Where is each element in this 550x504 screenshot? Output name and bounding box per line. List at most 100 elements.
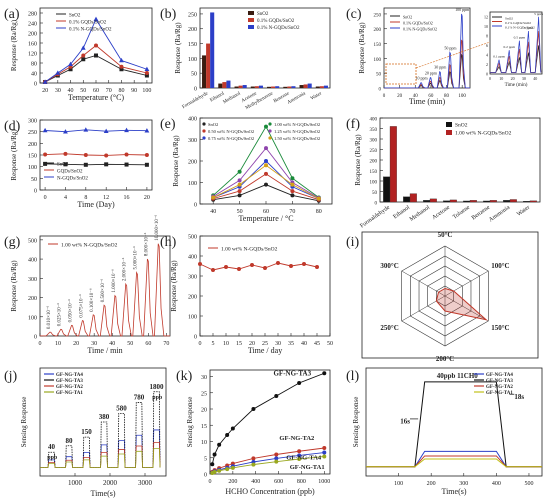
x-tick-label: 200 [427,481,436,487]
data-point [322,446,327,450]
concentration-label: 580 [116,404,127,412]
x-tick-label: 80 [316,209,322,215]
y-tick-label: 240 [28,22,37,28]
legend-swatch [446,122,452,127]
legend-swatch [202,122,206,126]
series-label: GF-NG-TA1 [290,464,325,471]
category-label: Water [516,205,531,218]
data-point [264,182,268,187]
x-tick-label: 20 [73,341,79,347]
radar-axis-label: 50°C [438,231,453,239]
legend-label: SnO2 [403,15,412,20]
x-tick-label: 30 [55,88,61,94]
bar [234,86,239,88]
y-tick-label: 300 [28,277,37,283]
y-tick-label: 280 [28,12,37,18]
data-point [68,61,73,67]
y-tick-label: 50 [31,177,37,183]
data-point [237,193,242,198]
legend-swatch [268,129,272,133]
x-tick-label: 15 [236,341,242,347]
data-point [297,381,302,385]
category-label: Methanol [223,91,243,105]
panel-a: (a) 20 30 40 50 60 70 80 90 100 0 40 80 120 160 200 240 2… [4,7,153,102]
series-trace [366,455,542,468]
data-point [251,462,256,467]
bar [218,83,223,88]
recovery-time-label: 18s [514,393,524,401]
y-tick-label: 40 [31,72,37,78]
panel-label: (k) [176,369,193,384]
inset-y-tick-label: 12 [484,14,488,19]
data-point [264,124,268,129]
x-tick-label: 16 [124,195,130,201]
bar [523,201,531,203]
y-axis-label: Response (Ra/Rg) [354,134,362,186]
concentration-label: 1.000×10⁻⁶ [111,269,117,293]
y-tick-label: 500 [188,235,197,241]
data-point [212,452,217,457]
panel-label: (a) [4,7,20,22]
bar [254,86,259,88]
data-point [104,162,109,167]
data-point [290,193,295,198]
legend-label: GQDs/SnO2 [57,170,83,175]
inset-x-tick-label: 40 [533,76,537,81]
radar-spoke [401,295,446,322]
series-line [45,153,147,156]
y-axis-label: Response (Ra/Rg) [10,19,18,71]
bar [303,84,308,88]
y-tick-label: 500 [28,238,37,244]
x-tick-label: 50 [80,88,86,94]
legend-label: 1.00 wt% N-GQDs/SnO2 [274,122,320,127]
inset-x-tick-label: 20 [511,76,515,81]
y-tick-label: 10 [201,440,207,446]
x-tick-label: 40 [68,88,74,94]
panel-label: (b) [160,7,177,22]
legend-swatch [248,11,254,15]
concentration-label: 0.025×10⁻⁶ [57,303,63,327]
y-tick-label: 100 [188,57,197,63]
legend-swatch [268,122,272,126]
x-tick-label: 100 [142,88,151,94]
data-point [83,162,88,167]
series-line [45,163,147,166]
x-tick-label: 50 [127,341,133,347]
data-point [297,449,302,454]
data-point [63,151,68,156]
y-axis-label: Response (Ra/Rg) [170,260,178,312]
y-tick-label: 0 [194,87,197,93]
y-tick-label: 30 [201,375,207,381]
y-tick-label: 400 [188,255,197,261]
legend-label: 0.1% N-GQDs/SnO2 [69,28,112,33]
y-tick-label: 80 [31,62,37,68]
concentration-label: 10 ppm [415,76,428,81]
data-point [297,453,302,458]
y-tick-label: 250 [374,13,382,18]
y-tick-label: 300 [28,119,37,125]
y-tick-label: 200 [188,27,197,33]
data-point [144,162,149,167]
legend-label: GF-NG-TA2 [486,385,513,390]
data-point [250,263,254,267]
plot-frame [209,369,331,475]
inset-concentration-label: 0.5 ppm [514,36,526,40]
legend-label: SnO2 [69,14,81,19]
panel-i: (i) 50°C 100°C 150°C 200°C 250°C 300°C [346,231,539,363]
data-point [316,196,321,201]
radar-axis-label: 300°C [380,262,398,270]
x-tick-label: 8 [84,195,87,201]
data-point [224,265,228,269]
panel-e: (e) 40 50 60 70 80 0 100 200 300 400 Temperature / … [160,117,333,223]
bar [258,85,263,88]
data-point [63,162,68,167]
y-axis-label: Sensing Response [352,397,360,448]
x-tick-label: 500 [524,481,533,487]
series-line [44,55,148,83]
data-point [263,266,267,270]
bar [483,200,491,203]
unit-label: ppb [152,395,163,401]
legend-label: 1.00 wt% N-GQDs/SnO2 [61,243,118,249]
